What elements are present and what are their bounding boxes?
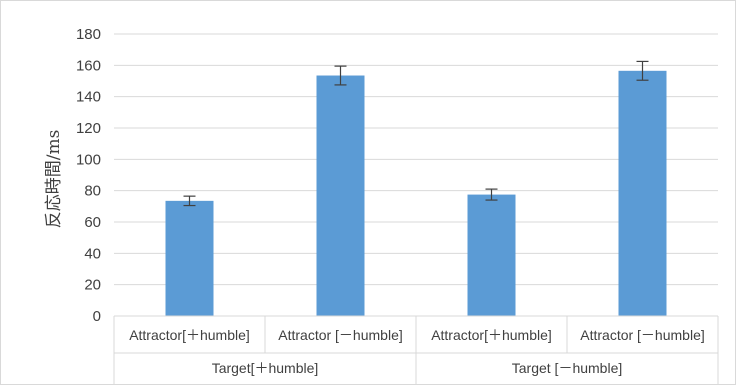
bar <box>467 194 516 316</box>
y-tick-label: 20 <box>84 277 101 294</box>
y-tick-label: 120 <box>76 120 101 137</box>
bar <box>165 200 214 316</box>
gridlines <box>114 33 718 317</box>
y-tick-label: 100 <box>76 151 101 168</box>
bars <box>165 60 667 317</box>
x-category-label: Attractor [－humble] <box>278 327 403 343</box>
x-group-label: Target[＋humble] <box>212 360 319 376</box>
y-tick-label: 140 <box>76 89 101 106</box>
y-tick-label: 0 <box>93 308 101 325</box>
y-tick-label: 180 <box>76 26 101 43</box>
bar <box>316 75 365 317</box>
y-tick-label: 80 <box>84 183 101 200</box>
bar <box>618 70 667 316</box>
x-category-label: Attractor[＋humble] <box>431 327 552 343</box>
y-tick-label: 160 <box>76 57 101 74</box>
x-category-label: Attractor [－humble] <box>580 327 705 343</box>
y-tick-label: 40 <box>84 245 101 262</box>
x-category-label: Attractor[＋humble] <box>129 327 250 343</box>
y-axis-label: 反応時間/ms <box>44 130 64 229</box>
axes: 0 20 40 60 80 100 120 140 160 180 Attractor[＋humbl… <box>76 26 719 384</box>
y-tick-label: 60 <box>84 214 101 231</box>
x-group-label: Target [－humble] <box>512 360 623 376</box>
